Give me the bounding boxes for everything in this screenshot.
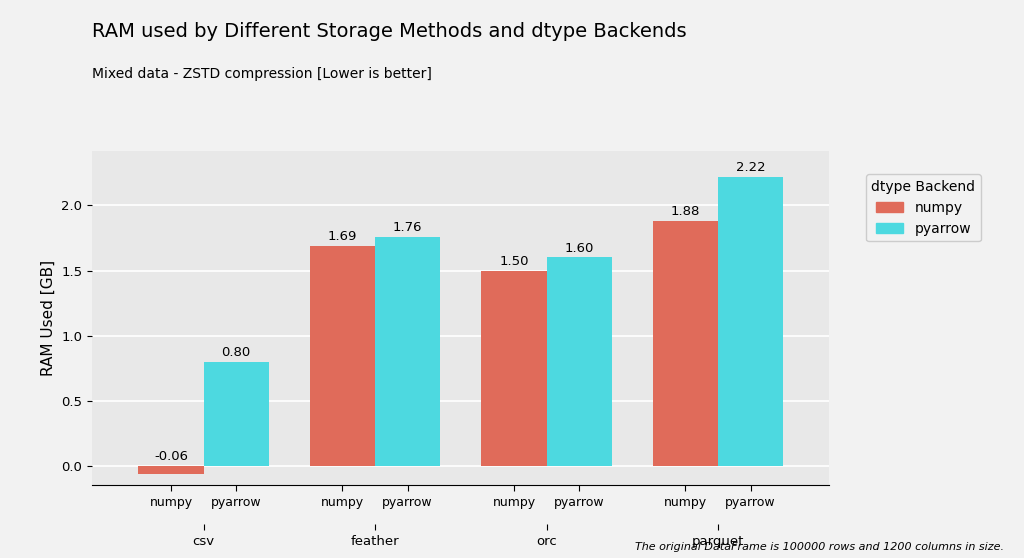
Text: 1.88: 1.88 (671, 205, 700, 218)
Text: 1.69: 1.69 (328, 230, 357, 243)
Bar (653, 221, 718, 466)
Text: 1.76: 1.76 (393, 221, 422, 234)
Bar (375, 237, 440, 466)
Bar (481, 271, 547, 466)
Text: The original DataFrame is 100000 rows and 1200 columns in size.: The original DataFrame is 100000 rows an… (635, 542, 1004, 552)
Text: -0.06: -0.06 (154, 450, 188, 463)
Text: 0.80: 0.80 (221, 346, 251, 359)
Bar (204, 362, 268, 466)
Text: Mixed data - ZSTD compression [Lower is better]: Mixed data - ZSTD compression [Lower is … (92, 67, 432, 81)
Text: 1.50: 1.50 (500, 255, 528, 268)
Bar (138, 466, 204, 474)
Bar (718, 177, 783, 466)
Text: 2.22: 2.22 (736, 161, 765, 174)
Text: RAM used by Different Storage Methods and dtype Backends: RAM used by Different Storage Methods an… (92, 22, 687, 41)
Bar (547, 257, 611, 466)
Y-axis label: RAM Used [GB]: RAM Used [GB] (41, 260, 55, 376)
Text: 1.60: 1.60 (564, 242, 594, 255)
Bar (310, 246, 375, 466)
Legend: numpy, pyarrow: numpy, pyarrow (866, 174, 981, 242)
